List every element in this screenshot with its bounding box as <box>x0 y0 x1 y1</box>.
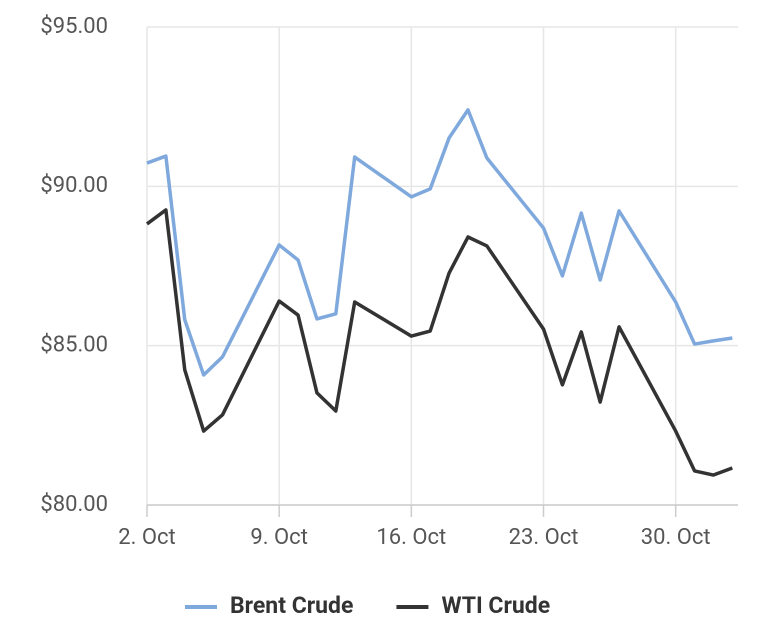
legend-label: Brent Crude <box>230 592 353 619</box>
x-tick-label: 9. Oct <box>250 525 307 550</box>
x-tick-label: 30. Oct <box>641 525 711 550</box>
y-tick-label: $95.00 <box>40 14 108 39</box>
y-tick-label: $90.00 <box>40 173 108 198</box>
y-tick-label: $80.00 <box>40 492 108 517</box>
y-tick-label: $85.00 <box>40 332 108 357</box>
x-tick-label: 16. Oct <box>376 525 446 550</box>
legend-label: WTI Crude <box>441 592 550 619</box>
series-line <box>146 108 733 377</box>
x-tick-label: 23. Oct <box>509 525 579 550</box>
series-line <box>145 208 733 477</box>
x-tick-label: 2. Oct <box>118 525 175 550</box>
